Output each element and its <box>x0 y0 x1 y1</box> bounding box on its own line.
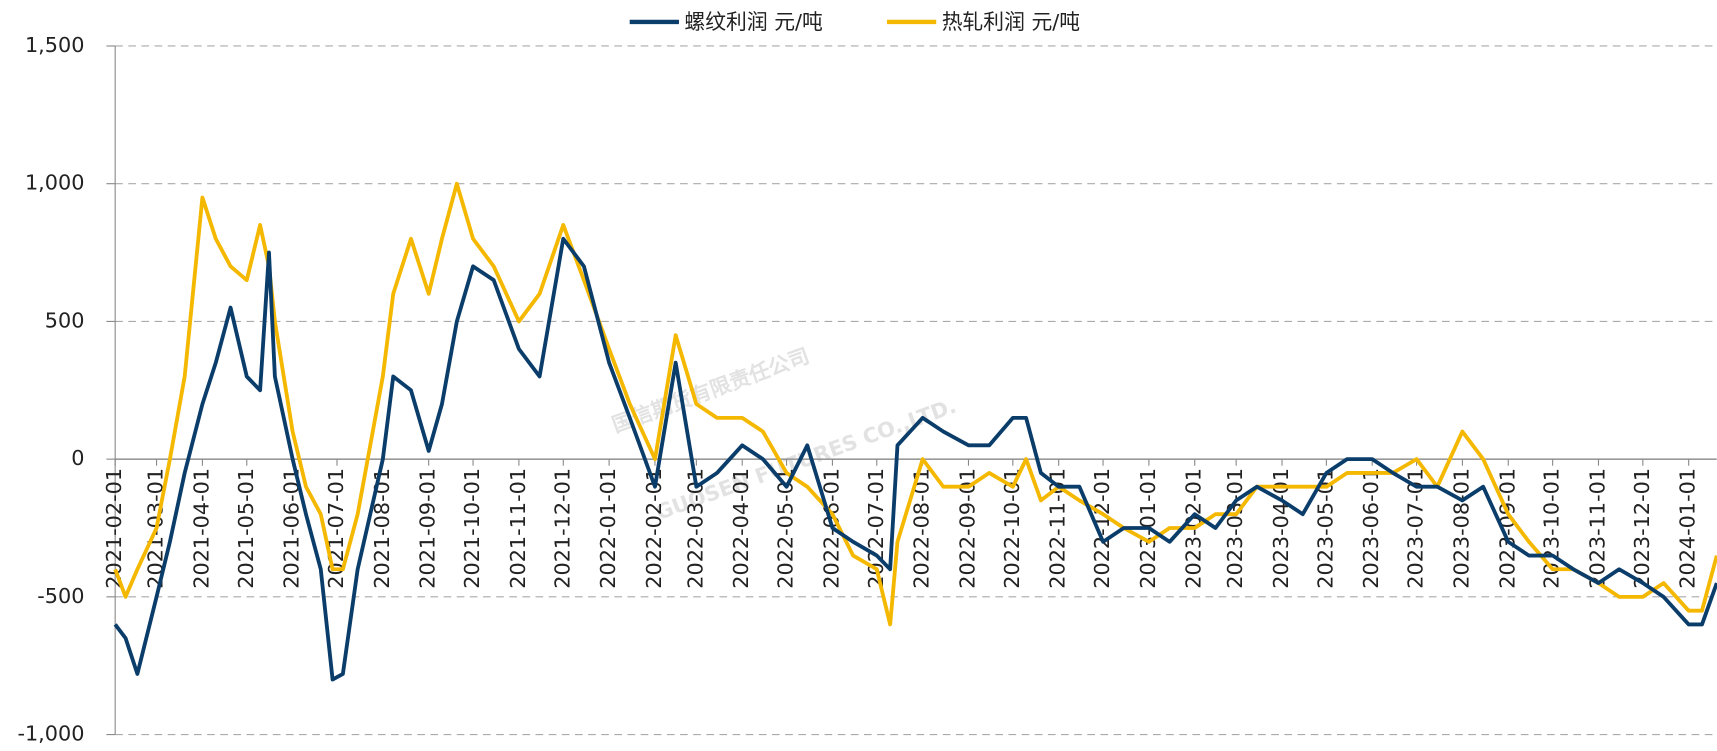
y-tick-label: 1,500 <box>25 33 85 57</box>
x-tick-label: 2023-12-01 <box>1630 468 1654 589</box>
x-tick-label: 2022-02-01 <box>642 468 666 589</box>
x-tick-label: 2021-04-01 <box>189 468 213 589</box>
x-tick-label: 2021-11-01 <box>506 468 530 589</box>
x-tick-label: 2022-11-01 <box>1046 468 1070 589</box>
x-tick-label: 2021-12-01 <box>550 468 574 589</box>
x-tick-label: 2023-06-01 <box>1359 468 1383 589</box>
y-tick-label: -1,000 <box>17 722 84 746</box>
legend-label: 热轧利润 元/吨 <box>942 10 1080 34</box>
x-tick-label: 2022-12-01 <box>1090 468 1114 589</box>
x-tick-label: 2021-09-01 <box>416 468 440 589</box>
y-tick-label: -500 <box>37 584 84 608</box>
x-tick-label: 2021-08-01 <box>370 468 394 589</box>
x-tick-label: 2022-03-01 <box>683 468 707 589</box>
x-tick-label: 2021-05-01 <box>234 468 258 589</box>
y-tick-label: 1,000 <box>25 171 85 195</box>
legend-label: 螺纹利润 元/吨 <box>684 10 822 34</box>
x-tick-label: 2022-01-01 <box>596 468 620 589</box>
y-tick-label: 0 <box>71 446 84 470</box>
y-tick-label: 500 <box>45 308 85 332</box>
x-tick-label: 2022-05-01 <box>774 468 798 589</box>
x-tick-label: 2021-02-01 <box>102 468 126 589</box>
series-line <box>113 236 1717 682</box>
x-tick-label: 2023-09-01 <box>1495 468 1519 589</box>
x-tick-label: 2023-08-01 <box>1449 468 1473 589</box>
x-tick-label: 2023-11-01 <box>1585 468 1609 589</box>
x-tick-label: 2021-10-01 <box>460 468 484 589</box>
x-tick-label: 2022-04-01 <box>729 468 753 589</box>
x-tick-label: 2023-03-01 <box>1223 468 1247 589</box>
x-tick-label: 2024-01-01 <box>1676 468 1700 589</box>
